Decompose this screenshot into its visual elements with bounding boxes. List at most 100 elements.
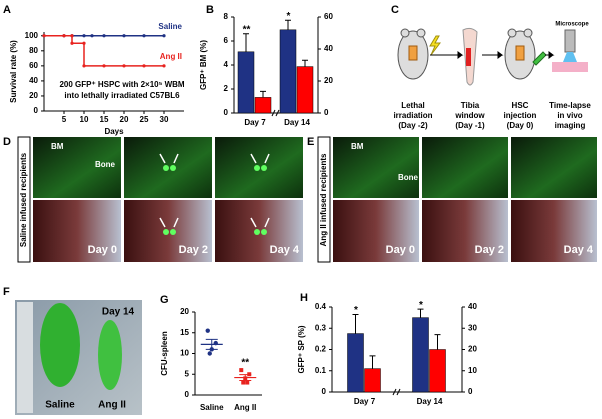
- point: [62, 34, 66, 38]
- arrow: [482, 51, 504, 59]
- point: [82, 34, 86, 38]
- diagram-label: (Day -2): [398, 121, 428, 130]
- y-tick-label: 0: [468, 387, 473, 396]
- error-bar: [260, 90, 266, 98]
- x-tick-label: 15: [100, 115, 109, 124]
- y-tick-label: 100: [25, 31, 39, 40]
- error-bar: [302, 59, 308, 67]
- mouse-ear: [416, 28, 426, 38]
- error-bar: [243, 33, 249, 52]
- bar: [254, 97, 272, 114]
- y-tick-label: 8: [224, 12, 229, 21]
- gfp-cell: [163, 165, 169, 171]
- error-bar: [285, 19, 291, 30]
- x-tick-label: Day 7: [354, 397, 376, 406]
- diagram-label: Time-lapse: [549, 101, 591, 110]
- gfp-cell: [254, 165, 260, 171]
- region-label: BM: [51, 142, 64, 151]
- y-tick-label: 20: [468, 345, 477, 354]
- y-tick-label: 0.2: [315, 345, 327, 354]
- error-bar: [434, 334, 441, 350]
- axis-break: [392, 388, 401, 396]
- point: [162, 34, 166, 38]
- bar: [412, 317, 429, 393]
- panel-letter: G: [160, 294, 169, 306]
- panel-letter: A: [3, 4, 11, 16]
- point: [162, 64, 166, 68]
- day-label: Day 0: [386, 244, 415, 256]
- region-label: Bone: [95, 160, 116, 169]
- point: [90, 34, 94, 38]
- error-bar: [352, 313, 359, 334]
- ruler: [17, 302, 33, 413]
- point: [239, 368, 244, 373]
- y-tick-label: 20: [29, 91, 38, 100]
- y-tick-label: 60: [29, 61, 38, 70]
- y-tick-label: 60: [324, 12, 333, 21]
- point: [205, 328, 210, 333]
- y-axis-label: GFP⁺ SP (%): [297, 325, 306, 373]
- brightfield-image: [33, 200, 121, 262]
- bar: [429, 349, 446, 393]
- arrow: [545, 51, 555, 59]
- legend-label: Ang II: [160, 52, 182, 61]
- point: [122, 64, 126, 68]
- x-tick-label: Day 14: [284, 118, 310, 127]
- point: [70, 41, 74, 45]
- y-tick-label: 6: [224, 36, 229, 45]
- y-tick-label: 30: [468, 323, 477, 332]
- y-axis-label: CFU-spleen: [160, 331, 169, 376]
- bar: [347, 333, 364, 393]
- x-tick-label: 5: [62, 115, 67, 124]
- microscope-objective: [564, 29, 576, 53]
- point: [82, 64, 86, 68]
- y-tick-label: 0: [185, 390, 190, 399]
- y-tick-label: 0.1: [315, 366, 327, 375]
- panel-letter: C: [391, 4, 399, 16]
- annotation: 200 GFP⁺ HSPC with 2×10⁵ WBM: [59, 80, 184, 89]
- x-axis-label: Days: [104, 127, 124, 136]
- point: [102, 64, 106, 68]
- y-tick-label: 4: [224, 60, 229, 69]
- significance: *: [419, 300, 423, 311]
- y-axis-label: GFP⁺ BM (%): [199, 40, 208, 90]
- arrow: [250, 217, 270, 228]
- bar: [296, 66, 314, 114]
- y-tick-label: 20: [324, 76, 333, 85]
- diagram-label: (Day 0): [507, 121, 534, 130]
- tibia-window: [515, 45, 525, 61]
- panel-letter: H: [300, 292, 308, 304]
- region-label: Bone: [398, 173, 419, 182]
- panel-letter: E: [307, 136, 314, 148]
- mouse-ear: [523, 28, 533, 38]
- region-label: BM: [351, 142, 364, 151]
- point: [241, 380, 246, 385]
- gfp-cell: [261, 229, 267, 235]
- y-tick-label: 80: [29, 46, 38, 55]
- point: [207, 351, 212, 356]
- brightfield-image: [511, 200, 597, 262]
- y-tick-label: 40: [468, 302, 477, 311]
- bar: [279, 29, 297, 114]
- gfp-cell: [254, 229, 260, 235]
- significance: **: [241, 358, 249, 369]
- gfp-cell: [163, 229, 169, 235]
- fluorescence-image: [422, 137, 508, 198]
- diagram-label: Tibia: [461, 101, 480, 110]
- spleen: [98, 320, 122, 390]
- fluorescence-image: [33, 137, 121, 198]
- legend-label: Saline: [158, 22, 182, 31]
- significance: *: [287, 11, 291, 22]
- y-tick-label: 40: [324, 44, 333, 53]
- y-tick-label: 40: [29, 76, 38, 85]
- point: [42, 34, 46, 38]
- photo-label: Saline: [45, 400, 75, 411]
- x-tick-label: 10: [80, 115, 89, 124]
- y-tick-label: 0: [324, 108, 329, 117]
- mouse-ear: [400, 28, 410, 38]
- bar: [364, 368, 381, 393]
- gfp-cell: [261, 165, 267, 171]
- y-tick-label: 0: [224, 108, 229, 117]
- error-bar: [417, 308, 424, 318]
- diagram-label: HSC: [512, 101, 529, 110]
